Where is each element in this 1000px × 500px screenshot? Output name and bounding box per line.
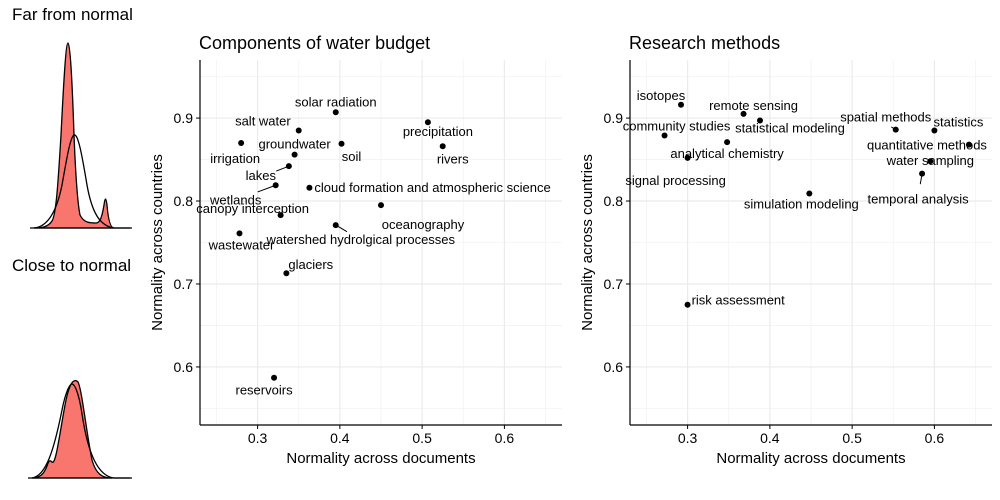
- x-tick-label: 0.3: [678, 430, 698, 446]
- point-watershed-hydrolgical-processes: [332, 222, 339, 229]
- point-spatial-methods: [892, 126, 899, 133]
- point-label-groundwater: groundwater: [258, 137, 331, 152]
- y-tick-label: 0.8: [604, 193, 624, 209]
- point-label-oceanography: oceanography: [382, 217, 465, 232]
- point-statistics: [931, 127, 938, 134]
- x-tick-label: 0.6: [495, 430, 515, 446]
- y-tick-label: 0.7: [604, 276, 624, 292]
- x-tick-label: 0.6: [925, 430, 945, 446]
- y-tick-label: 0.6: [174, 359, 194, 375]
- y-tick-label: 0.9: [174, 110, 194, 126]
- y-axis-label: Normality across countries: [579, 154, 596, 331]
- point-label-wastewater: wastewater: [208, 237, 275, 252]
- point-solar-radiation: [332, 109, 339, 116]
- point-label-remote-sensing: remote sensing: [709, 98, 798, 113]
- point-label-water-sampling: water sampling: [886, 153, 974, 168]
- point-label-reservoirs: reservoirs: [236, 383, 294, 398]
- point-statistical-modeling: [756, 117, 763, 124]
- y-tick-label: 0.6: [604, 359, 624, 375]
- point-analytical-chemistry: [724, 139, 731, 146]
- point-label-watershed-hydrolgical-processes: watershed hydrolgical processes: [265, 232, 455, 247]
- point-label-salt-water: salt water: [235, 114, 291, 129]
- far-density-svg: [30, 42, 132, 229]
- x-tick-label: 0.3: [248, 430, 268, 446]
- point-soil: [338, 140, 345, 147]
- point-quantitative-methods: [965, 141, 972, 148]
- chart-title: Components of water budget: [199, 33, 430, 53]
- point-label-community-studies: community studies: [623, 118, 731, 133]
- point-label-analytical-chemistry: analytical chemistry: [670, 146, 784, 161]
- x-tick-label: 0.5: [842, 430, 862, 446]
- point-irrigation: [238, 139, 245, 146]
- point-salt-water: [295, 127, 302, 134]
- point-label-precipitation: precipitation: [403, 124, 473, 139]
- y-tick-label: 0.9: [604, 110, 624, 126]
- point-label-spatial-methods: spatial methods: [840, 110, 932, 125]
- x-tick-label: 0.4: [330, 430, 350, 446]
- chart-title: Research methods: [629, 33, 780, 53]
- point-canopy-interception: [277, 212, 284, 219]
- point-label-canopy-interception: canopy interception: [196, 201, 309, 216]
- close-normal-curve: [31, 383, 130, 479]
- point-glaciers: [283, 270, 290, 277]
- point-water-sampling: [927, 158, 934, 165]
- point-label-irrigation: irrigation: [210, 151, 260, 166]
- y-tick-label: 0.7: [174, 276, 194, 292]
- point-label-statistical-modeling: statistical modeling: [735, 121, 845, 136]
- x-tick-label: 0.5: [412, 430, 432, 446]
- far-from-normal-density-plot: [12, 35, 150, 235]
- point-label-soil: soil: [342, 149, 362, 164]
- close-density-svg: [28, 379, 132, 479]
- y-tick-label: 0.8: [174, 193, 194, 209]
- close-to-normal-density-plot: [12, 370, 150, 485]
- point-label-statistics: statistics: [933, 115, 983, 130]
- point-label-risk-assessment: risk assessment: [692, 293, 786, 308]
- point-groundwater: [291, 151, 298, 158]
- x-tick-label: 0.4: [760, 430, 780, 446]
- point-wetlands: [272, 182, 279, 189]
- point-simulation-modeling: [806, 190, 813, 197]
- point-label-lakes: lakes: [246, 168, 277, 183]
- y-axis-label: Normality across countries: [149, 154, 166, 331]
- leader-line-wetlands: [257, 184, 276, 193]
- point-label-simulation-modeling: simulation modeling: [744, 197, 859, 212]
- point-label-signal-processing: signal processing: [625, 173, 725, 188]
- point-lakes: [285, 163, 292, 170]
- close-to-normal-title: Close to normal: [12, 256, 132, 275]
- far-normal-curve: [33, 134, 130, 229]
- point-cloud-formation-and-atmospheric-science: [306, 184, 313, 191]
- close-density-fill: [31, 379, 113, 479]
- point-rivers: [439, 143, 446, 150]
- point-label-temporal-analysis: temporal analysis: [867, 192, 969, 207]
- point-temporal-analysis: [919, 170, 926, 177]
- far-from-normal-title: Far from normal: [12, 5, 133, 24]
- point-label-wetlands: wetlands: [209, 192, 262, 207]
- point-signal-processing: [684, 154, 691, 161]
- point-label-solar-radiation: solar radiation: [295, 94, 377, 109]
- point-risk-assessment: [684, 301, 691, 308]
- point-label-isotopes: isotopes: [637, 88, 686, 103]
- point-wastewater: [236, 230, 243, 237]
- point-label-rivers: rivers: [437, 151, 469, 166]
- point-label-quantitative-methods: quantitative methods: [867, 138, 987, 153]
- water-budget-chart: 0.3 0.4 0.5 0.6 0.6 0.7 0.8 0.9 Components of wa…: [149, 33, 562, 467]
- x-axis-label: Normality across documents: [716, 450, 905, 467]
- point-oceanography: [378, 202, 384, 209]
- point-label-cloud-formation-and-atmospheric-science: cloud formation and atmospheric science: [314, 180, 550, 195]
- grid-lines: [630, 60, 992, 425]
- x-axis-label: Normality across documents: [286, 450, 475, 467]
- grid-lines: [200, 60, 562, 425]
- point-reservoirs: [271, 374, 278, 381]
- point-remote-sensing: [740, 110, 747, 117]
- point-precipitation: [424, 119, 431, 126]
- point-isotopes: [678, 101, 685, 108]
- point-community-studies: [661, 132, 668, 139]
- research-methods-chart: 0.3 0.4 0.5 0.6 0.6 0.7 0.8 0.9 Research methods…: [579, 33, 992, 467]
- point-label-glaciers: glaciers: [288, 257, 333, 272]
